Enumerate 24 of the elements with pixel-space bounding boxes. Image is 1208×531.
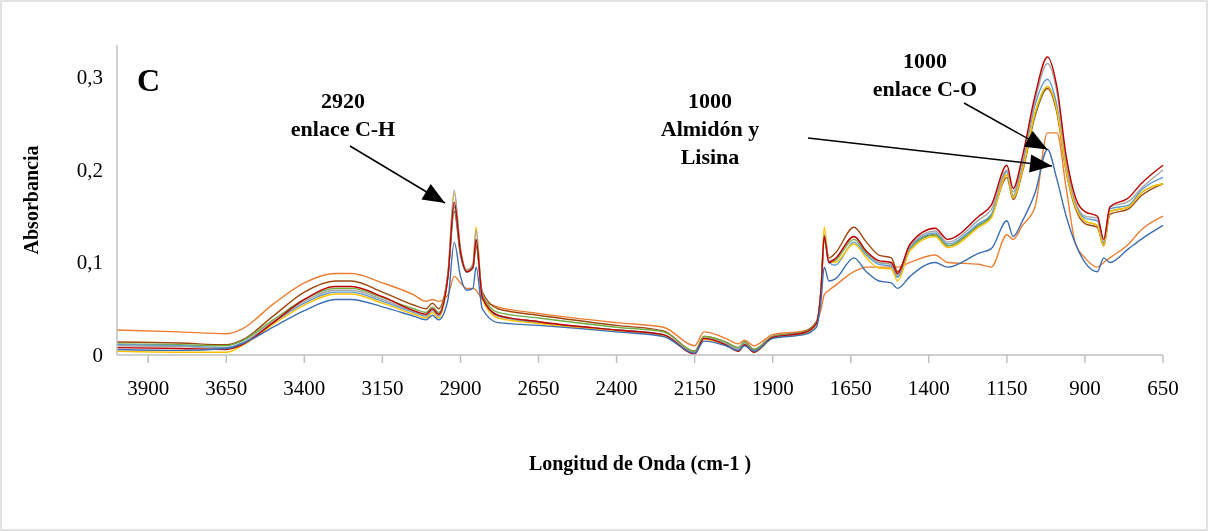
x-tick-label: 900 [1069,376,1101,400]
annotation: 2920 enlace C-H [290,88,396,141]
x-axis-title: Longitud de Onda (cm-1 ) [528,452,752,475]
x-tick-label: 3650 [205,376,248,400]
y-tick-label: 0,3 [76,65,103,90]
x-tick-label: 3900 [127,376,170,400]
y-tick-label: 0,1 [76,250,103,275]
x-tick-label: 1900 [751,376,794,400]
x-tick-label: 1650 [829,376,872,400]
x-tick-label: 1150 [986,376,1028,400]
x-tick-label: 650 [1147,376,1179,400]
y-tick-label: 0,2 [76,157,103,182]
y-tick-label: 0 [92,343,103,367]
x-tick-label: 2650 [517,376,560,400]
x-tick-label: 2150 [673,376,716,400]
x-tick-label: 3150 [361,376,404,400]
x-tick-label: 2900 [439,376,482,400]
annotation: 1000 enlace C-O [872,48,978,101]
annotation: 1000 Almidón y Lisina [660,88,760,169]
x-tick-label: 1400 [907,376,950,400]
x-tick-label: 3400 [283,376,326,400]
x-tick-label: 2400 [595,376,638,400]
annotation: C [137,62,161,98]
y-axis-title: Absorbancia [20,145,42,255]
